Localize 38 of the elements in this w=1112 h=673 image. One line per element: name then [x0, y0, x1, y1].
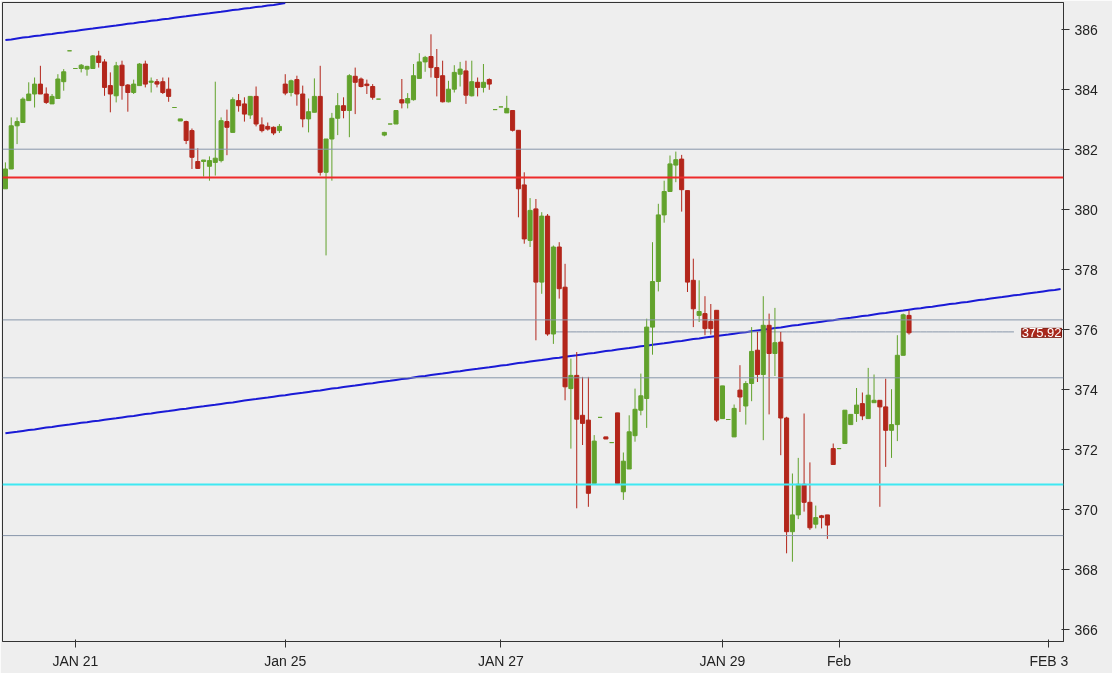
y-tick-label: 378 — [1074, 261, 1099, 278]
x-tick-label: JAN 21 — [52, 652, 99, 669]
y-tick-label: 382 — [1074, 141, 1099, 158]
annotation: 375.92 — [1021, 325, 1062, 341]
y-tick-label: 366 — [1074, 621, 1099, 638]
candlestick — [399, 78, 405, 109]
candlestick — [224, 109, 230, 156]
candlestick — [813, 505, 819, 529]
x-tick-label: JAN 27 — [477, 652, 525, 669]
candlestick — [830, 443, 836, 465]
y-tick-label: 376 — [1074, 321, 1099, 338]
y-tick-label: 386 — [1074, 21, 1099, 38]
candlestick — [906, 309, 912, 336]
candlestick — [282, 73, 288, 96]
candlestick — [772, 307, 778, 377]
x-tick-label: Jan 25 — [264, 652, 307, 669]
y-tick-label: 380 — [1074, 201, 1099, 218]
y-tick-label: 368 — [1074, 561, 1099, 578]
candlestick — [696, 279, 702, 323]
candlestick — [568, 358, 574, 450]
line-series — [4, 2, 287, 41]
line-series — [4, 288, 1062, 435]
candlestick — [469, 60, 475, 97]
x-tick-label: FEB 3 — [1029, 652, 1069, 669]
candlestick — [854, 387, 860, 423]
candlestick — [859, 392, 865, 421]
y-tick-label: 374 — [1074, 381, 1099, 398]
candlestick — [737, 364, 743, 413]
candlestick — [480, 63, 486, 93]
candlestick — [247, 95, 253, 120]
y-tick-label: 370 — [1074, 501, 1099, 518]
y-tick-label: 372 — [1074, 441, 1099, 458]
x-tick-label: JAN 29 — [699, 652, 746, 669]
candlestick — [341, 96, 347, 119]
candlestick — [142, 60, 148, 88]
candlestick — [475, 77, 481, 97]
x-tick-label: Feb — [827, 652, 852, 669]
y-tick-label: 384 — [1074, 81, 1099, 98]
